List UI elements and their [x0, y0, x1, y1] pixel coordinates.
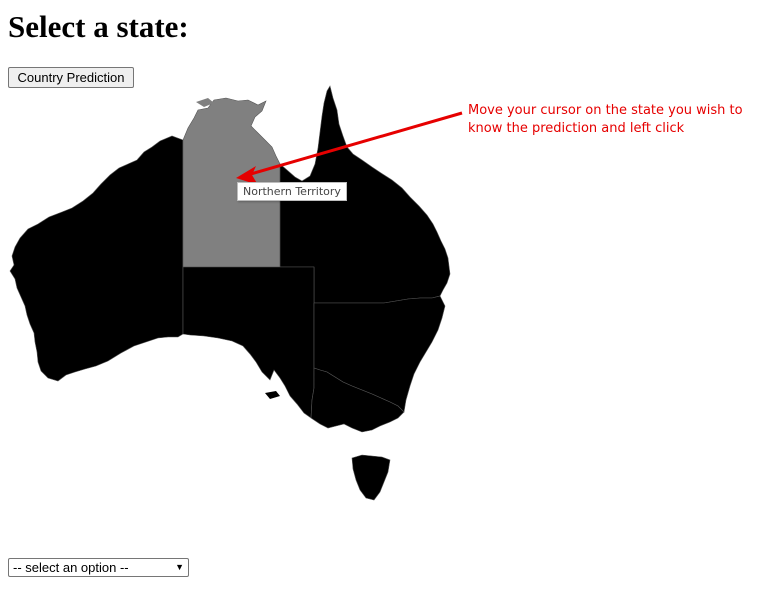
select-value: -- select an option -- — [13, 560, 129, 575]
chevron-down-icon: ▼ — [175, 562, 184, 572]
instruction-annotation: Move your cursor on the state you wish t… — [468, 103, 743, 136]
state-tooltip: Northern Territory — [237, 182, 347, 201]
state-select-dropdown[interactable]: -- select an option -- ▼ — [8, 558, 189, 577]
state-victoria[interactable] — [310, 367, 405, 433]
state-tasmania[interactable] — [351, 454, 391, 501]
state-south-australia[interactable] — [182, 266, 315, 419]
country-prediction-button[interactable]: Country Prediction — [8, 67, 134, 88]
state-western-australia[interactable] — [9, 135, 184, 382]
island-kangaroo — [265, 391, 280, 399]
page-title: Select a state: — [8, 9, 189, 44]
